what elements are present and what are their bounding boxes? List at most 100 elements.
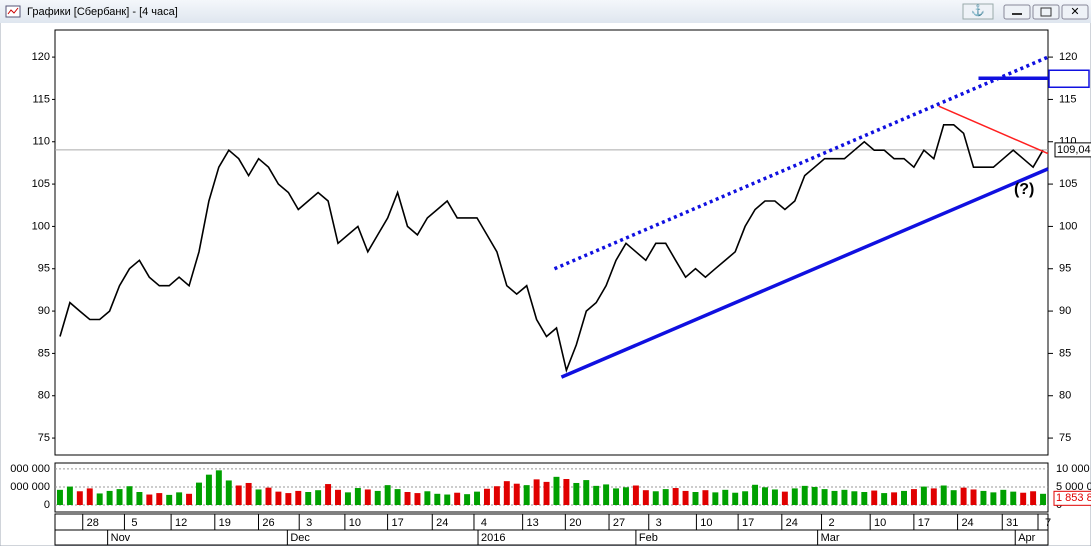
volume-bar	[1010, 491, 1017, 505]
volume-bar	[404, 492, 411, 505]
volume-bar	[652, 491, 659, 505]
volume-bar	[692, 492, 699, 505]
volume-bar	[632, 485, 639, 505]
volume-bar	[56, 489, 63, 505]
volume-bar	[920, 486, 927, 505]
volume-bar	[86, 488, 93, 505]
volume-bar	[990, 492, 997, 505]
month-row	[54, 529, 1049, 546]
trendline	[938, 105, 1049, 155]
volume-bar	[1040, 493, 1047, 505]
volume-bar	[483, 488, 490, 505]
volume-bar	[325, 484, 332, 505]
volume-bar	[255, 489, 262, 505]
volume-bar	[1030, 491, 1037, 505]
price-panel	[54, 29, 1049, 456]
x-tick-label: 3	[306, 517, 312, 529]
vol-tick-label-right: 10 000	[1056, 463, 1090, 475]
y-tick-label-left: 75	[38, 432, 50, 444]
y-tick-label-left: 95	[38, 263, 50, 275]
x-tick-label: 24	[786, 517, 798, 529]
x-tick-label: 24	[961, 517, 973, 529]
vol-tick-label-left: 0	[44, 499, 50, 511]
x-tick-label: 24	[436, 517, 448, 529]
volume-bar	[335, 489, 341, 505]
volume-bar	[394, 489, 401, 505]
y-tick-label-right: 90	[1059, 305, 1071, 317]
y-tick-label-right: 100	[1059, 220, 1077, 232]
volume-bar	[156, 493, 163, 505]
volume-bar	[364, 489, 371, 505]
volume-bar	[940, 485, 947, 505]
volume-bar	[116, 489, 123, 505]
volume-bar	[722, 489, 729, 505]
y-tick-label-left: 115	[32, 93, 50, 105]
volume-bar	[76, 491, 83, 505]
month-label: Apr	[1018, 532, 1035, 544]
y-tick-label-left: 100	[32, 220, 50, 232]
y-tick-label-left: 105	[32, 178, 50, 190]
volume-bar	[732, 492, 739, 505]
volume-bar	[503, 481, 510, 505]
x-tick-label: 26	[262, 517, 274, 529]
volume-bar	[672, 488, 679, 505]
month-label: Feb	[639, 532, 658, 544]
last-volume-label: 1 853 8	[1056, 492, 1091, 504]
volume-bar	[762, 487, 768, 505]
volume-bar	[980, 490, 987, 505]
maximize-button[interactable]	[1032, 4, 1060, 20]
volume-bar	[811, 486, 818, 505]
level-box	[1048, 69, 1090, 89]
volume-bar	[841, 489, 848, 505]
volume-bar	[891, 492, 898, 505]
volume-bar	[196, 482, 202, 505]
volume-bar	[622, 487, 629, 505]
y-tick-label-left: 110	[32, 136, 50, 148]
volume-bar	[424, 491, 431, 505]
volume-bar	[553, 476, 560, 505]
x-tick-label: 2	[828, 517, 834, 529]
volume-bar	[801, 485, 808, 505]
x-tick-label: 10	[349, 517, 361, 529]
volume-bar	[662, 489, 669, 505]
anchor-button[interactable]	[962, 3, 994, 20]
last-volume-box	[1053, 490, 1091, 506]
close-icon: ✕	[1070, 6, 1079, 18]
volume-bar	[275, 491, 282, 505]
volume-bar	[414, 493, 421, 505]
volume-bar	[910, 489, 917, 505]
volume-bar	[454, 492, 461, 505]
volume-bar	[474, 491, 481, 505]
close-button[interactable]	[1061, 4, 1089, 20]
volume-bar	[235, 485, 242, 505]
x-tick-label: 27	[613, 517, 625, 529]
y-tick-label-right: 85	[1059, 347, 1071, 359]
minimize-button[interactable]	[1003, 4, 1031, 20]
volume-bar	[543, 481, 550, 505]
last-price-label: 109,04	[1057, 144, 1091, 156]
volume-bar	[752, 484, 759, 505]
vol-tick-label-left: 000 000	[10, 463, 50, 475]
y-tick-label-right: 75	[1059, 432, 1071, 444]
volume-bar	[533, 479, 540, 505]
volume-bar	[305, 492, 312, 505]
volume-bar	[1000, 489, 1007, 505]
volume-bar	[642, 490, 649, 505]
volume-bar	[603, 484, 610, 505]
volume-bar	[771, 489, 778, 505]
volume-bar	[146, 494, 153, 505]
volume-bar	[781, 491, 788, 505]
volume-bar	[106, 490, 113, 505]
volume-bar	[176, 492, 183, 505]
volume-bar	[563, 479, 570, 505]
title-bar	[0, 0, 1091, 23]
x-tick-label: 5	[131, 517, 137, 529]
month-label: Mar	[821, 532, 840, 544]
month-label: Nov	[111, 532, 131, 544]
minimize-icon	[1012, 13, 1022, 15]
x-tick-label: 3	[656, 517, 662, 529]
x-tick-label: 19	[219, 517, 231, 529]
y-tick-label-right: 95	[1059, 263, 1071, 275]
volume-bar	[970, 489, 977, 505]
